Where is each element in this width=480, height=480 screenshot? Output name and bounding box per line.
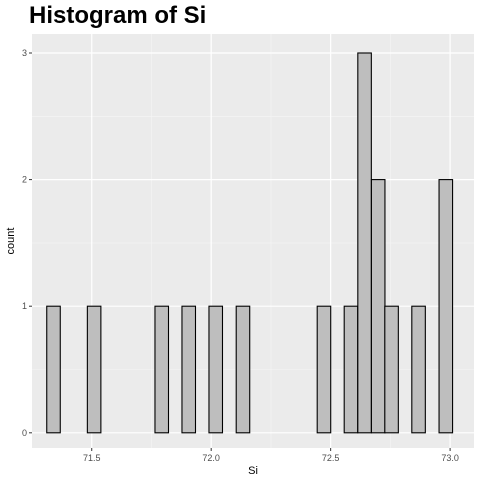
histogram-bar bbox=[370, 179, 386, 434]
x-tick-label: 72.0 bbox=[202, 453, 220, 463]
y-tick-label: 2 bbox=[22, 175, 27, 185]
histogram-bar bbox=[181, 305, 197, 434]
histogram-bars bbox=[46, 52, 454, 434]
y-tick-label: 1 bbox=[22, 301, 27, 311]
y-axis-tick-labels: 0 1 2 3 bbox=[22, 48, 27, 438]
histogram-bar bbox=[208, 305, 224, 434]
x-tick-label: 73.0 bbox=[441, 453, 459, 463]
x-axis-tick-labels: 71.5 72.0 72.5 73.0 bbox=[83, 453, 459, 463]
chart-title: Histogram of Si bbox=[29, 2, 207, 29]
histogram-bar bbox=[357, 52, 372, 434]
histogram-bar bbox=[438, 179, 454, 434]
y-tick-label: 3 bbox=[22, 48, 27, 58]
histogram-bar bbox=[235, 305, 251, 434]
histogram-bar bbox=[316, 305, 332, 434]
histogram-bar bbox=[46, 305, 61, 434]
axis-ticks bbox=[29, 52, 451, 451]
plot-panel bbox=[32, 34, 474, 448]
histogram-bar bbox=[384, 305, 399, 434]
histogram-bar bbox=[411, 305, 426, 434]
histogram-bar bbox=[86, 305, 102, 434]
histogram-bar bbox=[154, 305, 170, 434]
x-tick-label: 71.5 bbox=[83, 453, 101, 463]
y-tick-label: 0 bbox=[22, 428, 27, 438]
y-axis-title: count bbox=[5, 228, 17, 255]
x-tick-label: 72.5 bbox=[322, 453, 340, 463]
x-axis-title: Si bbox=[248, 465, 258, 477]
histogram-bar bbox=[343, 305, 359, 434]
